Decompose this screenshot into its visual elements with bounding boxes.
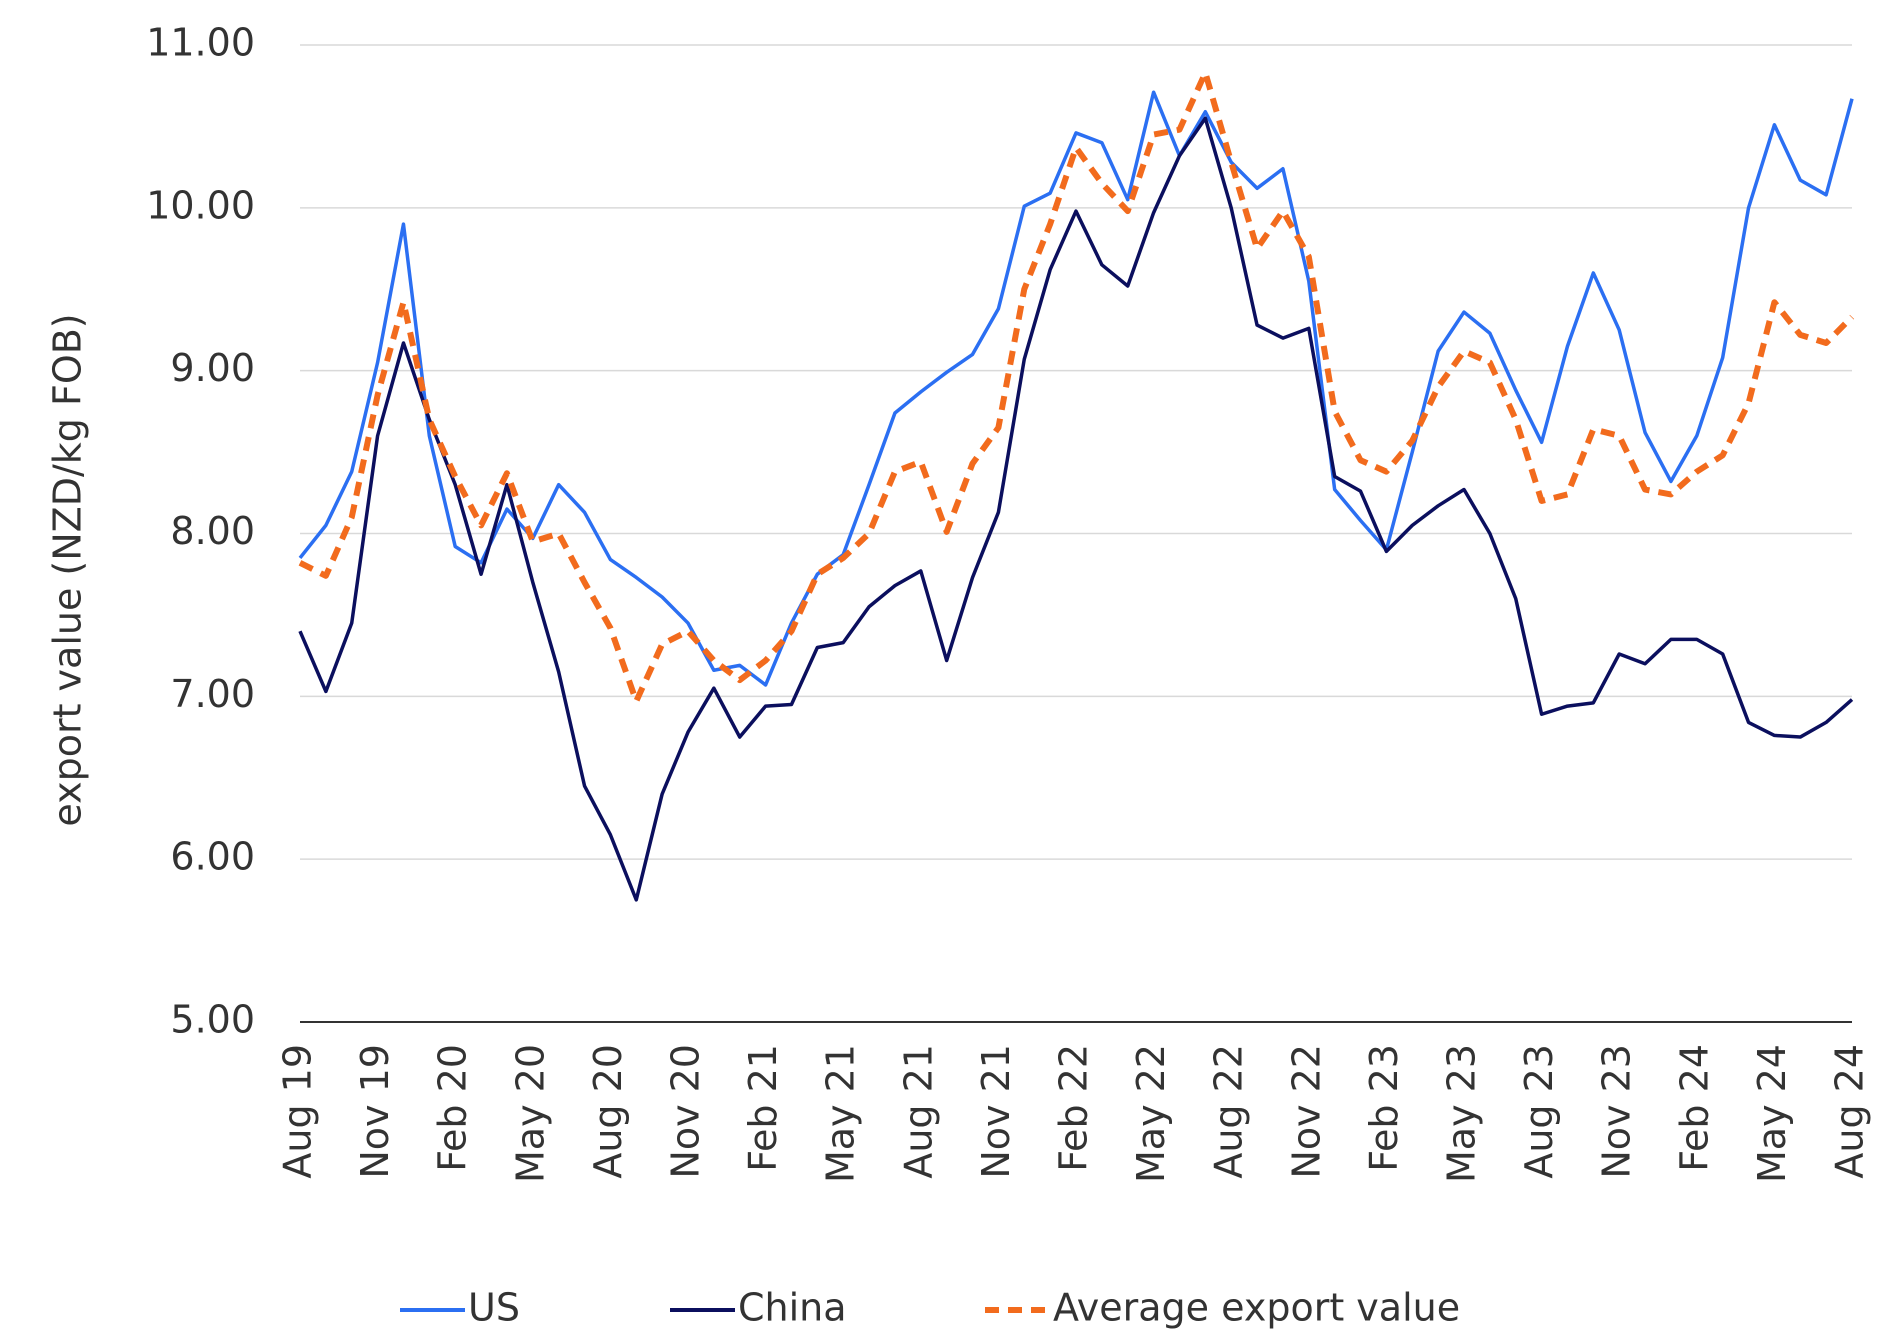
x-tick-label: May 22 xyxy=(1129,1044,1173,1183)
series-line xyxy=(298,90,1854,687)
y-axis-label: export value (NZD/kg FOB) xyxy=(46,313,90,826)
x-tick-label: Nov 19 xyxy=(353,1044,397,1179)
x-tick-label: Aug 20 xyxy=(586,1044,630,1179)
x-tick-label: Feb 24 xyxy=(1672,1044,1716,1172)
x-tick-label: Nov 22 xyxy=(1284,1044,1328,1179)
x-tick-label: Feb 20 xyxy=(431,1044,475,1172)
y-tick-label: 5.00 xyxy=(170,998,255,1042)
x-tick-label: May 21 xyxy=(819,1044,863,1183)
legend-label: US xyxy=(468,1286,520,1329)
y-tick-label: 9.00 xyxy=(170,346,255,390)
series-line xyxy=(298,116,1854,902)
x-tick-label: Aug 24 xyxy=(1828,1044,1872,1179)
x-tick-label: Feb 21 xyxy=(741,1044,785,1172)
y-tick-label: 6.00 xyxy=(170,835,255,879)
legend-label: China xyxy=(738,1286,847,1329)
x-tick-label: Feb 22 xyxy=(1052,1044,1096,1172)
x-tick-label: Aug 19 xyxy=(276,1044,320,1179)
y-tick-label: 10.00 xyxy=(146,183,255,227)
x-tick-label: May 24 xyxy=(1750,1044,1794,1183)
x-tick-label: Aug 21 xyxy=(896,1044,940,1179)
x-tick-label: Aug 23 xyxy=(1517,1044,1561,1179)
x-tick-label: Nov 23 xyxy=(1595,1044,1639,1179)
series-line xyxy=(298,69,1855,705)
y-tick-label: 7.00 xyxy=(170,672,255,716)
x-tick-label: Feb 23 xyxy=(1362,1044,1406,1172)
x-tick-label: May 20 xyxy=(508,1044,552,1183)
x-tick-label: Aug 22 xyxy=(1207,1044,1251,1179)
x-tick-label: May 23 xyxy=(1440,1044,1484,1183)
x-tick-label: Nov 21 xyxy=(974,1044,1018,1179)
x-tick-label: Nov 20 xyxy=(664,1044,708,1179)
y-tick-label: 8.00 xyxy=(170,509,255,553)
legend-label: Average export value xyxy=(1053,1286,1460,1329)
y-tick-label: 11.00 xyxy=(146,21,255,65)
